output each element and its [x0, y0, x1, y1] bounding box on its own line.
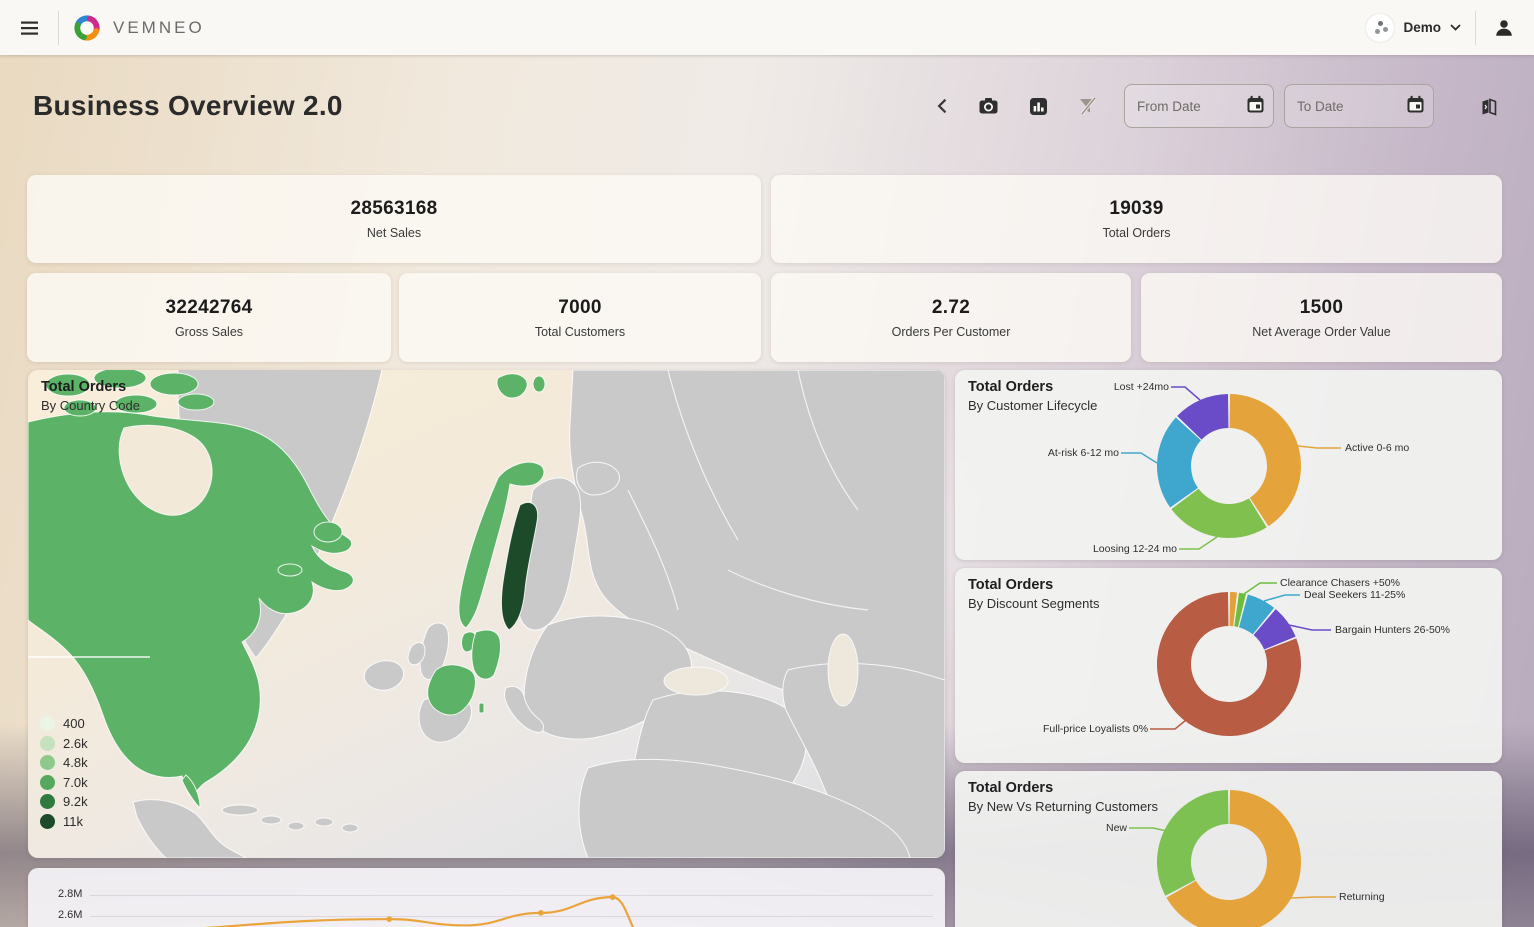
slice-label-at-risk: At-risk 6-12 mo	[1047, 447, 1119, 459]
camera-icon	[979, 98, 998, 114]
y-axis-tick: 2.6M	[58, 909, 83, 921]
slice-label-bargain-hunters: Bargain Hunters 26-50%	[1335, 624, 1450, 636]
discount-segments-donut-chart[interactable]	[1154, 589, 1304, 739]
donut-card-subtitle: By Discount Segments	[968, 596, 1100, 611]
person-icon	[1496, 19, 1512, 36]
trend-line-chart[interactable]	[28, 868, 945, 927]
kpi-card-net-sales: 28563168 Net Sales	[27, 175, 761, 263]
customer-lifecycle-card: Total Orders By Customer Lifecycle Lost …	[955, 370, 1502, 560]
y-axis-tick: 2.8M	[58, 888, 83, 900]
kpi-card-total-orders: 19039 Total Orders	[771, 175, 1502, 263]
topbar-divider-right	[1475, 10, 1476, 45]
customer-lifecycle-donut-chart[interactable]	[1154, 391, 1304, 541]
to-date-field	[1284, 84, 1434, 128]
org-label: Demo	[1403, 20, 1441, 35]
slice-label-deal-seekers: Deal Seekers 11-25%	[1304, 589, 1406, 601]
dashboard-toolbar	[932, 84, 1502, 128]
brand-logo[interactable]: VEMNEO	[73, 14, 205, 42]
kpi-value: 28563168	[350, 198, 438, 219]
slice-label-returning: Returning	[1339, 891, 1385, 903]
kpi-card-orders-per-customer: 2.72 Orders Per Customer	[771, 273, 1131, 362]
donut-card-title: Total Orders	[968, 379, 1054, 395]
donut-card-subtitle: By New Vs Returning Customers	[968, 799, 1159, 814]
trend-chart-card: 2.8M 2.6M	[28, 868, 945, 927]
screenshot-button[interactable]	[974, 93, 1003, 119]
report-pages-button[interactable]	[1476, 93, 1502, 120]
org-selector[interactable]: Demo	[1366, 13, 1461, 42]
chevron-left-icon	[937, 98, 947, 114]
donut-card-title: Total Orders	[968, 577, 1054, 593]
legend-item: 400	[40, 714, 88, 734]
calendar-icon	[1407, 95, 1424, 113]
legend-item: 7.0k	[40, 773, 88, 793]
legend-swatch	[40, 794, 55, 810]
kpi-label: Net Average Order Value	[1252, 324, 1391, 339]
discount-segments-card: Total Orders By Discount Segments Cleara…	[955, 568, 1502, 763]
legend-swatch	[40, 735, 55, 751]
slice-label-lost: Lost +24mo	[1113, 381, 1169, 393]
map-card-subtitle: By Country Code	[41, 398, 140, 413]
kpi-value: 7000	[558, 296, 602, 318]
bar-chart-icon	[1030, 97, 1047, 115]
kpi-card-gross-sales: 32242764 Gross Sales	[27, 273, 391, 362]
kpi-label: Total Customers	[534, 324, 626, 339]
new-vs-returning-card: Total Orders By New Vs Returning Custome…	[955, 771, 1502, 927]
kpi-label: Gross Sales	[174, 324, 244, 339]
world-choropleth-map[interactable]	[28, 370, 945, 858]
flip-book-icon	[1482, 97, 1497, 116]
slice-label-active: Active 0-6 mo	[1345, 442, 1410, 454]
kpi-card-net-average-order-value: 1500 Net Average Order Value	[1141, 273, 1502, 362]
kpi-label: Net Sales	[366, 226, 422, 240]
legend-item: 11k	[40, 812, 88, 832]
kpi-card-total-customers: 7000 Total Customers	[399, 273, 761, 362]
legend-swatch	[40, 774, 55, 790]
brand-name: VEMNEO	[113, 17, 205, 37]
kpi-label: Orders Per Customer	[891, 324, 1011, 339]
topbar-divider	[58, 10, 59, 45]
map-legend: 400 2.6k 4.8k 7.0k 9.2k 11k	[40, 714, 88, 831]
from-date-field	[1124, 84, 1274, 128]
slice-label-new: New	[1105, 822, 1127, 834]
legend-swatch	[40, 716, 55, 732]
legend-swatch	[40, 755, 55, 771]
from-date-calendar-button[interactable]	[1246, 95, 1265, 114]
from-date-input[interactable]	[1124, 84, 1274, 128]
kpi-value: 32242764	[165, 296, 253, 318]
legend-item: 9.2k	[40, 792, 88, 812]
kpi-value: 1500	[1299, 296, 1344, 318]
org-avatar	[1366, 13, 1395, 42]
top-bar: VEMNEO Demo	[0, 0, 1534, 55]
slice-label-loosing: Loosing 12-24 mo	[1092, 543, 1177, 555]
slice-label-full-price: Full-price Loyalists 0%	[1043, 723, 1149, 735]
hamburger-icon	[21, 21, 38, 35]
kpi-row-2: 32242764 Gross Sales 7000 Total Customer…	[27, 273, 1502, 362]
donut-card-title: Total Orders	[968, 780, 1054, 796]
user-account-button[interactable]	[1490, 14, 1518, 42]
back-button[interactable]	[932, 94, 952, 118]
orders-by-country-map-card: Total Orders By Country Code 400 2.6k 4.…	[28, 370, 945, 858]
new-vs-returning-donut-chart[interactable]	[1154, 787, 1304, 927]
kpi-value: 19039	[1109, 198, 1164, 219]
legend-item: 2.6k	[40, 734, 88, 754]
legend-swatch	[40, 813, 55, 829]
kpi-row-1: 28563168 Net Sales 19039 Total Orders	[27, 175, 1502, 263]
gridline	[90, 895, 933, 896]
clear-filter-button[interactable]	[1074, 92, 1102, 120]
to-date-calendar-button[interactable]	[1406, 95, 1425, 114]
chevron-down-icon	[1450, 24, 1461, 31]
kpi-label: Total Orders	[1102, 226, 1171, 240]
page-title: Business Overview 2.0	[33, 90, 343, 121]
kpi-value: 2.72	[931, 296, 971, 318]
calendar-icon	[1247, 95, 1264, 113]
map-card-title: Total Orders	[41, 379, 127, 395]
hamburger-menu-button[interactable]	[16, 16, 44, 40]
slice-label-clearance: Clearance Chasers +50%	[1280, 577, 1400, 589]
legend-item: 4.8k	[40, 753, 88, 773]
donut-card-subtitle: By Customer Lifecycle	[968, 398, 1098, 413]
vemneo-pinwheel-icon	[74, 14, 100, 41]
analytics-button[interactable]	[1025, 93, 1052, 120]
filter-off-icon	[1080, 96, 1097, 116]
